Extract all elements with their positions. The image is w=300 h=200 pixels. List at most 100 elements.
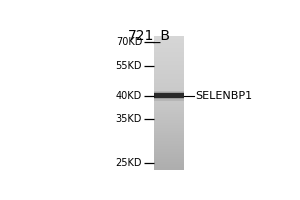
Bar <box>154 168 184 169</box>
Bar <box>154 92 184 93</box>
Bar <box>154 125 184 126</box>
Bar <box>154 73 184 74</box>
Bar <box>154 50 184 51</box>
Bar <box>154 117 184 118</box>
Bar <box>154 67 184 68</box>
Bar <box>154 63 184 64</box>
Bar <box>154 44 184 45</box>
Bar <box>154 122 184 123</box>
Bar <box>154 109 184 110</box>
Bar <box>154 130 184 131</box>
Bar <box>154 129 184 130</box>
Bar <box>154 90 184 91</box>
Bar <box>154 169 184 170</box>
Bar <box>154 69 184 70</box>
Bar <box>154 53 184 54</box>
Bar <box>154 109 184 110</box>
Bar <box>154 125 184 126</box>
Bar <box>154 98 184 101</box>
Bar <box>154 39 184 40</box>
Bar <box>154 59 184 60</box>
Bar <box>154 40 184 41</box>
Bar <box>154 83 184 84</box>
Bar <box>154 49 184 50</box>
Text: 55KD: 55KD <box>116 61 142 71</box>
Bar <box>154 118 184 119</box>
Bar <box>154 61 184 62</box>
Bar <box>154 115 184 116</box>
Bar <box>154 100 184 101</box>
Bar <box>154 113 184 114</box>
Bar <box>154 158 184 159</box>
Bar <box>154 136 184 137</box>
Bar <box>154 122 184 123</box>
Bar <box>154 62 184 63</box>
Bar <box>154 163 184 164</box>
Bar <box>154 80 184 81</box>
Bar <box>154 70 184 71</box>
Bar <box>154 98 184 99</box>
Bar <box>154 147 184 148</box>
Bar <box>154 79 184 80</box>
Bar <box>154 151 184 152</box>
Bar <box>154 55 184 56</box>
Bar <box>154 156 184 157</box>
Bar <box>154 67 184 68</box>
Bar <box>154 74 184 75</box>
Bar <box>154 120 184 121</box>
Bar <box>154 72 184 73</box>
Bar <box>154 108 184 109</box>
Bar <box>154 51 184 52</box>
Bar <box>154 96 184 97</box>
Bar <box>154 38 184 39</box>
Bar <box>154 78 184 79</box>
Bar <box>154 159 184 160</box>
Bar <box>154 64 184 65</box>
Bar <box>154 145 184 146</box>
Bar <box>154 98 184 99</box>
Bar <box>154 95 184 96</box>
Bar <box>154 148 184 149</box>
Bar <box>154 96 184 97</box>
Bar <box>154 166 184 167</box>
Bar <box>154 164 184 165</box>
Bar <box>154 84 184 85</box>
Bar <box>154 99 184 100</box>
Bar <box>154 101 184 102</box>
Bar <box>154 162 184 163</box>
Bar <box>154 154 184 155</box>
Bar <box>154 139 184 140</box>
Bar <box>154 103 184 104</box>
Bar <box>154 54 184 55</box>
Bar <box>154 65 184 66</box>
Bar <box>154 89 184 90</box>
Bar <box>154 153 184 154</box>
Bar <box>154 82 184 83</box>
Bar <box>154 105 184 106</box>
Bar <box>154 91 184 92</box>
Bar <box>154 116 184 117</box>
Bar <box>154 75 184 76</box>
Bar <box>154 57 184 58</box>
Bar <box>154 58 184 59</box>
Bar <box>154 149 184 150</box>
Bar <box>154 159 184 160</box>
Bar <box>154 150 184 151</box>
Bar <box>154 46 184 47</box>
Bar <box>154 112 184 113</box>
Bar <box>154 134 184 135</box>
Bar <box>154 157 184 158</box>
Bar <box>154 75 184 76</box>
Bar <box>154 87 184 88</box>
Bar <box>154 63 184 64</box>
Bar <box>154 121 184 122</box>
Bar <box>154 68 184 69</box>
Bar <box>154 143 184 144</box>
Bar <box>154 161 184 162</box>
Bar <box>154 97 184 98</box>
Bar <box>154 137 184 138</box>
Bar <box>154 117 184 118</box>
Bar <box>154 104 184 105</box>
Bar <box>154 160 184 161</box>
Bar <box>154 146 184 147</box>
